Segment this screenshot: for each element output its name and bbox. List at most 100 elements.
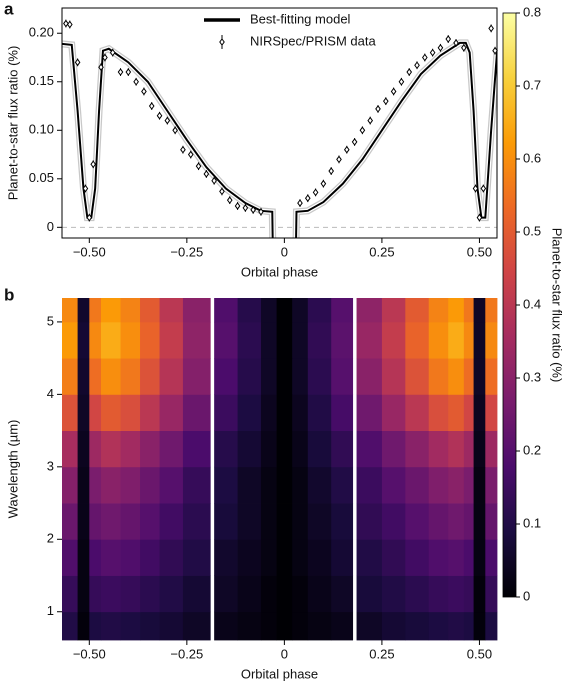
heat-cell [120,321,141,359]
x-tick-label: 0.25 [369,646,394,661]
heat-cell [237,611,262,641]
heat-cell [276,575,293,613]
heat-cell [101,430,121,468]
heat-cell [331,466,354,504]
heat-cell [101,358,121,395]
data-point [359,126,366,135]
data-point [82,184,89,193]
heat-cell [260,394,277,431]
x-tick-label: −0.50 [73,646,106,661]
y-tick-label: 1 [47,603,54,618]
data-point [86,213,93,222]
heat-cell [428,358,449,395]
heat-cell [356,298,383,323]
x-tick-label: −0.50 [73,244,106,259]
heat-cell [381,611,406,641]
heat-cell [307,611,332,641]
data-point [422,53,428,62]
heat-cell [448,430,465,468]
colorbar-tick-label: 0 [523,588,530,603]
heat-cell [62,539,79,576]
heat-cell [405,298,430,323]
heat-cell [448,503,465,540]
data-point [164,116,171,125]
heat-cell [463,611,474,641]
data-point [102,53,108,62]
heat-cell [140,466,160,504]
data-point [328,167,335,175]
panel-label: a [4,0,14,18]
plot-frame [61,7,498,239]
data-point [488,24,494,33]
y-tick-label: 0 [47,219,54,234]
heat-cell [89,503,102,540]
heat-cell [120,298,141,323]
heat-cell [182,466,211,504]
heat-cell [292,321,309,359]
heat-cell [89,466,102,504]
heat-cell [159,298,184,323]
heat-cell [140,321,160,359]
heat-cell [292,358,309,395]
heat-cell [448,539,465,576]
data-point [74,58,81,67]
heat-cell [214,575,238,613]
heat-cell [331,503,354,540]
data-point [66,20,73,29]
y-tick-label: 4 [47,386,54,401]
heat-cell [101,575,121,613]
heat-cell [356,466,383,504]
heat-cell [485,321,498,359]
heat-cell [120,539,141,576]
heat-cell [428,503,449,540]
data-point [453,39,459,47]
heat-cell [214,358,238,395]
heat-cell [101,503,121,540]
heat-cell [428,466,449,504]
heat-cell [428,575,449,613]
heat-cell [473,575,486,613]
data-point [133,77,139,86]
heat-cell [260,298,277,323]
heat-cell [405,430,430,468]
heat-cell [485,575,498,613]
heat-cell [485,430,498,468]
data-point [375,105,381,113]
panel-label: b [4,285,14,304]
heat-cell [331,611,354,641]
heat-cell [356,503,383,540]
heat-cell [159,611,184,641]
heat-cell [62,430,79,468]
heat-cell [77,394,90,431]
y-tick-label: 3 [47,458,54,473]
y-tick-label: 0.05 [29,170,54,185]
heat-cell [276,503,293,540]
colorbar-label: Planet-to-star flux ratio (%) [550,228,565,383]
data-point [437,43,444,52]
heat-cell [214,430,238,468]
heat-cell [140,358,160,395]
heat-cell [463,358,474,395]
heat-cell [62,358,79,395]
heat-cell [463,539,474,576]
heat-cell [89,611,102,641]
data-point [382,97,389,106]
heat-cell [89,358,102,395]
heat-cell [214,466,238,504]
heat-cell [276,321,293,359]
heat-cell [463,575,474,613]
x-tick-label: 0.25 [369,244,394,259]
heat-cell [356,430,383,468]
heat-cell [331,394,354,431]
heat-cell [237,575,262,613]
heat-cell [77,466,90,504]
colorbar-tick-label: 0.7 [523,77,541,92]
heat-cell [381,466,406,504]
heat-cell [428,611,449,641]
heat-cell [62,394,79,431]
heat-cell [237,539,262,576]
colorbar-tick-label: 0.1 [523,515,541,530]
data-point [90,160,97,169]
heat-cell [381,358,406,395]
heat-cell [356,611,383,641]
